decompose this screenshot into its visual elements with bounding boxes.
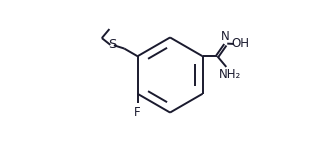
Text: OH: OH (231, 37, 249, 50)
Text: F: F (134, 106, 141, 118)
Text: S: S (108, 38, 116, 51)
Text: N: N (221, 30, 230, 43)
Text: NH₂: NH₂ (219, 68, 241, 81)
